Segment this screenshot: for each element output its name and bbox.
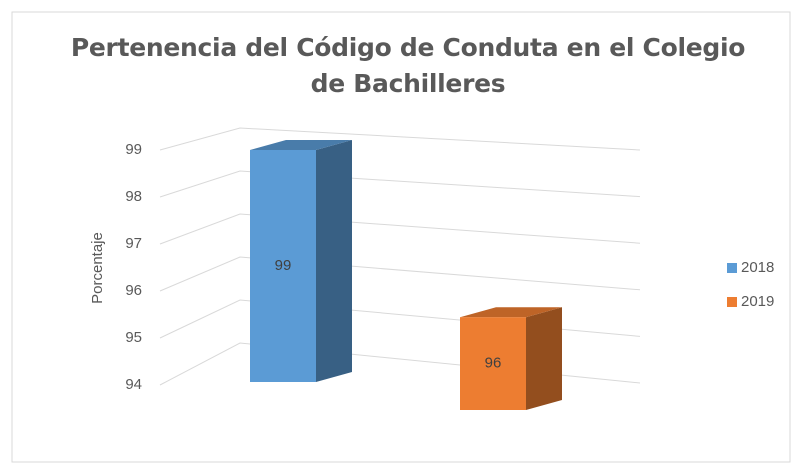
bar-top [460, 307, 562, 318]
chart-frame [11, 11, 791, 463]
grid-line [159, 256, 641, 292]
y-tick-label: 94 [125, 376, 142, 393]
y-tick-label: 95 [125, 329, 142, 346]
legend-swatch [727, 297, 737, 307]
bar [460, 317, 526, 410]
grid-line [159, 213, 641, 245]
legend-swatch [727, 263, 737, 273]
data-label: 96 [485, 355, 502, 372]
grid-line [159, 170, 641, 198]
bar-top [250, 140, 352, 150]
y-tick-label: 97 [125, 235, 142, 252]
bar [250, 150, 316, 382]
legend-label: 2019 [741, 293, 774, 310]
bar-side [316, 140, 352, 382]
grid-line [159, 127, 641, 151]
y-tick-label: 98 [125, 188, 142, 205]
y-tick-label: 99 [125, 141, 142, 158]
legend-label: 2018 [741, 259, 774, 276]
chart-title: Pertenencia del Código de Conduta en el … [70, 33, 746, 98]
y-axis-label: Porcentaje [89, 232, 106, 304]
bar-side [526, 307, 562, 410]
data-label: 99 [275, 257, 292, 274]
y-tick-label: 96 [125, 282, 142, 299]
